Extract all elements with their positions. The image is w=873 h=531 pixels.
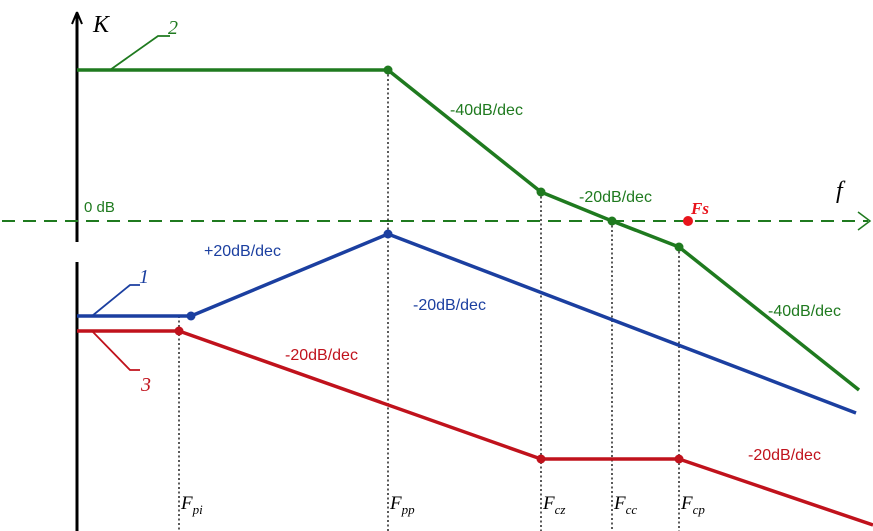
green-breakpoint-fcp [674,242,684,252]
slope-green-c: -40dB/dec [768,303,841,320]
green-breakpoint-fcz [536,187,546,197]
callout-2: 2 [109,17,178,71]
slope-blue-a: +20dB/dec [204,243,281,260]
label-fcz: Fcz [542,493,565,517]
slope-green-b: -20dB/dec [579,189,652,206]
blue-breakpoint-fpp [383,229,393,239]
slope-red-b: -20dB/dec [748,447,821,464]
red-breakpoint-fcz [536,454,546,464]
curve-2-green [77,65,861,392]
x-axis-arrow-icon [857,211,872,231]
x-axis-label: f [836,178,846,204]
curve-1-blue [77,229,857,415]
y-axis-label: K [92,12,111,38]
callout-3: 3 [91,330,151,396]
slope-blue-b: -20dB/dec [413,297,486,314]
callout-1: 1 [91,266,149,317]
curve-1-number: 1 [139,266,149,288]
label-fcc: Fcc [613,493,637,517]
curve-3-number: 3 [140,374,151,396]
label-fcp: Fcp [680,493,705,517]
frequency-guides [178,70,680,531]
red-breakpoint-fcp [674,454,684,464]
red-breakpoint-fpi [174,326,184,336]
blue-breakpoint-fpi [186,311,196,321]
zero-db-axis [2,211,872,231]
y-axis [71,11,83,531]
curve-3-red [77,326,873,527]
slope-red-a: -20dB/dec [285,347,358,364]
label-fpi: Fpi [180,493,203,517]
slope-green-a: -40dB/dec [450,102,523,119]
y-axis-arrow-icon [71,11,83,25]
green-breakpoint-fpp [383,65,393,75]
fs-label: Fs [690,199,709,218]
curve-2-number: 2 [168,17,178,39]
label-fpp: Fpp [389,493,415,517]
fs-point [683,216,693,226]
zero-db-label: 0 dB [84,199,115,216]
green-breakpoint-fcc [607,216,617,226]
